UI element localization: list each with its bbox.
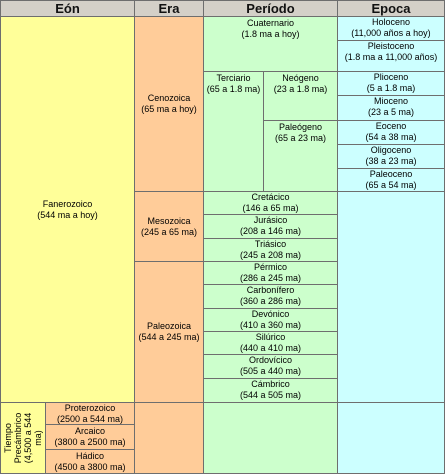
era-mesozoica-range: (245 a 65 ma) xyxy=(140,226,198,237)
header-era-label: Era xyxy=(158,1,180,16)
epoch-eoceno-range: (54 a 38 ma) xyxy=(365,132,417,142)
period-paleogeno: Paleógeno (65 a 23 ma) xyxy=(263,120,338,192)
period-terciario-name: Terciario xyxy=(216,73,251,83)
period-cuaternario-name: Cuaternario xyxy=(246,18,295,28)
period-cuaternario-range: (1.8 ma a hoy) xyxy=(241,29,300,39)
era-cenozoica: Cenozoica (65 ma a hoy) xyxy=(134,16,204,192)
header-eon-label: Eón xyxy=(55,1,80,16)
period-neogeno-name: Neógeno xyxy=(282,73,319,83)
period-devonico-range: (410 a 360 ma) xyxy=(239,320,302,330)
header-eon: Eón xyxy=(0,0,135,17)
epoch-plioceno-range: (5 a 1.8 ma) xyxy=(366,83,416,93)
period-permico: Pérmico (286 a 245 ma) xyxy=(203,261,338,285)
epoch-paleoceno-range: (65 a 54 ma) xyxy=(365,180,417,190)
period-precambrico-empty xyxy=(203,402,338,474)
eon-arcaico: Arcaico (3800 a 2500 ma) xyxy=(45,424,135,450)
epoch-eoceno: Eoceno (54 a 38 ma) xyxy=(337,120,445,145)
period-cretacico: Cretácico (146 a 65 ma) xyxy=(203,191,338,215)
period-neogeno: Neógeno (23 a 1.8 ma) xyxy=(263,71,338,121)
epoch-plioceno-name: Plioceno xyxy=(373,72,409,82)
epoch-oligoceno-name: Oligoceno xyxy=(370,145,412,155)
epoch-precambrico-empty xyxy=(337,402,445,474)
epoch-pleistoceno-range: (1.8 ma a 11,000 años) xyxy=(344,52,438,62)
eon-fanerozoico-range: (544 ma a hoy) xyxy=(37,209,98,220)
period-triasico-range: (245 a 208 ma) xyxy=(239,250,302,260)
period-permico-range: (286 a 245 ma) xyxy=(239,273,302,283)
period-devonico-name: Devónico xyxy=(251,309,290,319)
period-jurasico: Jurásico (208 a 146 ma) xyxy=(203,214,338,239)
period-terciario-range: (65 a 1.8 ma) xyxy=(206,84,261,94)
eon-precambrico: Tiempo Precámbrico (4,500 a 544 ma) xyxy=(0,402,46,474)
header-era: Era xyxy=(134,0,204,17)
period-ordovicico-name: Ordovícico xyxy=(248,355,292,365)
period-silurico: Silúrico (440 a 410 ma) xyxy=(203,331,338,355)
eon-proterozoico-range: (2500 a 544 ma) xyxy=(56,413,124,424)
period-jurasico-range: (208 a 146 ma) xyxy=(239,226,302,236)
period-cretacico-range: (146 a 65 ma) xyxy=(242,203,299,213)
epoch-plioceno: Plioceno (5 a 1.8 ma) xyxy=(337,71,445,96)
eon-proterozoico-name: Proterozoico xyxy=(64,402,116,413)
era-paleozoica-range: (544 a 245 ma) xyxy=(138,332,200,342)
eon-precambrico-name: Tiempo Precámbrico xyxy=(3,412,23,464)
epoch-mioceno-name: Mioceno xyxy=(373,96,409,106)
epoch-holoceno: Holoceno (11,000 años a hoy) xyxy=(337,16,445,41)
period-ordovicico: Ordovícico (505 a 440 ma) xyxy=(203,354,338,379)
period-devonico: Devónico (410 a 360 ma) xyxy=(203,308,338,332)
eon-hadico-range: (4500 a 3800 ma) xyxy=(54,461,126,472)
period-paleogeno-name: Paleógeno xyxy=(278,122,323,132)
period-carbonifero-range: (360 a 286 ma) xyxy=(239,296,302,306)
period-cuaternario: Cuaternario (1.8 ma a hoy) xyxy=(203,16,338,72)
epoch-pleistoceno: Pleistoceno (1.8 ma a 11,000 años) xyxy=(337,40,445,72)
period-cambrico: Cámbrico (544 a 505 ma) xyxy=(203,378,338,403)
eon-precambrico-range: (4,500 a 544 ma) xyxy=(23,412,43,464)
epoch-mioceno: Mioceno (23 a 5 ma) xyxy=(337,95,445,121)
period-silurico-name: Silúrico xyxy=(255,332,286,342)
epoch-oligoceno: Oligoceno (38 a 23 ma) xyxy=(337,144,445,169)
period-triasico-name: Triásico xyxy=(254,239,287,249)
era-precambrico-empty xyxy=(134,402,204,474)
epoch-mesozoic-paleozoic-empty xyxy=(337,191,445,403)
eon-proterozoico: Proterozoico (2500 a 544 ma) xyxy=(45,402,135,425)
header-epoca-label: Epoca xyxy=(371,1,411,16)
eon-hadico-name: Hádico xyxy=(75,450,104,461)
epoch-mioceno-range: (23 a 5 ma) xyxy=(367,107,415,117)
era-paleozoica-name: Paleozoica xyxy=(146,321,191,331)
eon-hadico: Hádico (4500 a 3800 ma) xyxy=(45,449,135,474)
epoch-paleoceno: Paleoceno (65 a 54 ma) xyxy=(337,168,445,192)
period-jurasico-name: Jurásico xyxy=(253,215,288,225)
period-cambrico-range: (544 a 505 ma) xyxy=(239,390,302,400)
period-triasico: Triásico (245 a 208 ma) xyxy=(203,238,338,262)
epoch-eoceno-name: Eoceno xyxy=(375,121,407,131)
period-cretacico-name: Cretácico xyxy=(251,192,290,202)
era-paleozoica: Paleozoica (544 a 245 ma) xyxy=(134,261,204,403)
period-neogeno-range: (23 a 1.8 ma) xyxy=(273,84,328,94)
period-terciario: Terciario (65 a 1.8 ma) xyxy=(203,71,264,192)
period-cambrico-name: Cámbrico xyxy=(251,379,290,389)
eon-arcaico-range: (3800 a 2500 ma) xyxy=(54,437,126,447)
era-cenozoica-range: (65 ma a hoy) xyxy=(141,104,197,114)
eon-fanerozoico: Fanerozoico (544 ma a hoy) xyxy=(0,16,135,403)
period-carbonifero: Carbonífero (360 a 286 ma) xyxy=(203,284,338,309)
period-carbonifero-name: Carbonífero xyxy=(246,285,295,295)
period-silurico-range: (440 a 410 ma) xyxy=(239,343,302,353)
eon-arcaico-name: Arcaico xyxy=(74,426,105,436)
era-mesozoica: Mesozoica (245 a 65 ma) xyxy=(134,191,204,262)
eon-fanerozoico-name: Fanerozoico xyxy=(42,198,93,209)
epoch-pleistoceno-name: Pleistoceno xyxy=(367,41,415,51)
era-cenozoica-name: Cenozoica xyxy=(147,93,191,103)
era-mesozoica-name: Mesozoica xyxy=(147,215,191,226)
epoch-oligoceno-range: (38 a 23 ma) xyxy=(365,156,417,166)
epoch-paleoceno-name: Paleoceno xyxy=(369,169,413,179)
header-periodo-label: Período xyxy=(246,1,295,16)
period-ordovicico-range: (505 a 440 ma) xyxy=(239,366,302,376)
epoch-holoceno-name: Holoceno xyxy=(371,17,410,27)
header-epoca: Epoca xyxy=(337,0,445,17)
header-periodo: Período xyxy=(203,0,338,17)
period-paleogeno-range: (65 a 23 ma) xyxy=(274,133,327,143)
period-permico-name: Pérmico xyxy=(253,262,287,272)
epoch-holoceno-range: (11,000 años a hoy) xyxy=(351,28,431,38)
